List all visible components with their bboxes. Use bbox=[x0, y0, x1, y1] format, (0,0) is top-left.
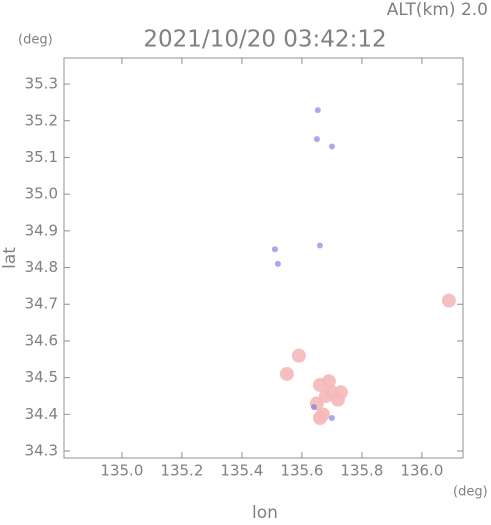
x-tick-label: 135.0 bbox=[100, 462, 143, 480]
echo-point bbox=[321, 374, 336, 389]
chart-subtitle: ALT(km) 2.0 bbox=[387, 0, 488, 20]
y-tick-label: 35.1 bbox=[25, 148, 58, 166]
y-tick-label: 34.6 bbox=[25, 331, 58, 349]
echo-point bbox=[314, 107, 321, 114]
x-tick-label: 135.8 bbox=[340, 462, 383, 480]
echo-point bbox=[312, 411, 327, 425]
plot-frame bbox=[63, 57, 464, 459]
y-tick-label: 34.8 bbox=[25, 258, 58, 276]
echo-point bbox=[271, 246, 278, 253]
x-tick-label: 136.0 bbox=[400, 462, 443, 480]
echo-point bbox=[310, 403, 317, 410]
y-tick-label: 34.5 bbox=[25, 368, 58, 386]
x-axis-label: lon bbox=[252, 503, 278, 521]
x-tick-label: 135.6 bbox=[280, 462, 323, 480]
echo-point bbox=[441, 293, 456, 308]
y-tick-label: 35.0 bbox=[25, 185, 58, 203]
x-tick-label: 135.4 bbox=[220, 462, 263, 480]
y-tick-label: 35.2 bbox=[25, 111, 58, 129]
chart-title: 2021/10/20 03:42:12 bbox=[143, 27, 386, 53]
y-tick-label: 35.3 bbox=[25, 75, 58, 93]
y-tick-label: 34.3 bbox=[25, 442, 58, 460]
x-unit: (deg) bbox=[453, 485, 488, 500]
y-axis-label: lat bbox=[0, 247, 20, 269]
y-tick-label: 34.9 bbox=[25, 221, 58, 239]
y-tick-label: 34.7 bbox=[25, 295, 58, 313]
echo-point bbox=[313, 136, 320, 143]
x-tick-label: 135.2 bbox=[160, 462, 203, 480]
y-unit: (deg) bbox=[18, 33, 53, 48]
echo-point bbox=[279, 366, 294, 381]
echo-point bbox=[333, 385, 348, 400]
echo-point bbox=[291, 348, 306, 363]
echo-point bbox=[328, 415, 335, 421]
echo-point bbox=[328, 143, 335, 150]
echo-point bbox=[274, 260, 281, 267]
echo-point bbox=[316, 242, 323, 249]
y-tick-label: 34.4 bbox=[25, 405, 58, 423]
